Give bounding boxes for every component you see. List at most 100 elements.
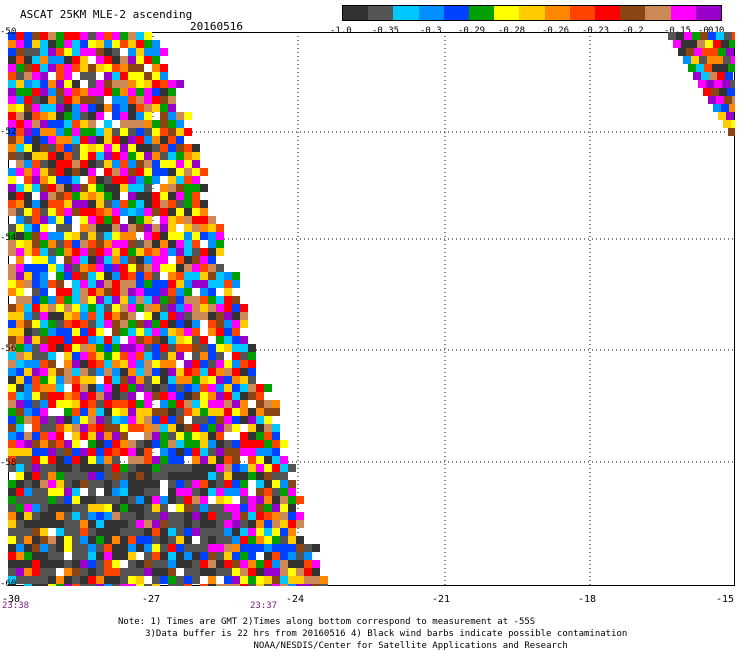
swath-pixel [232,560,240,568]
swath-pixel [136,528,144,536]
swath-pixel [80,384,88,392]
swath-pixel [724,96,732,104]
swath-pixel [264,536,272,544]
swath-pixel [80,96,88,104]
swath-pixel [16,152,24,160]
swath-pixel [64,408,72,416]
swath-pixel [24,48,32,56]
swath-pixel [40,328,48,336]
swath-pixel [80,296,88,304]
swath-pixel [240,496,248,504]
swath-pixel [72,336,80,344]
swath-pixel [208,296,216,304]
swath-pixel [24,232,32,240]
swath-pixel [144,488,152,496]
swath-pixel [80,224,88,232]
swath-pixel [176,112,184,120]
swath-pixel [32,424,40,432]
swath-pixel [715,56,723,64]
swath-pixel [48,512,56,520]
swath-pixel [88,280,96,288]
swath-pixel [208,256,216,264]
swath-pixel [128,120,136,128]
swath-pixel [184,224,192,232]
swath-pixel [40,544,48,552]
map-date: 20160516 [190,20,243,33]
swath-pixel [40,376,48,384]
swath-pixel [112,464,120,472]
swath-pixel [112,424,120,432]
swath-pixel [216,352,224,360]
swath-pixel [248,496,256,504]
swath-pixel [128,88,136,96]
swath-pixel [8,88,16,96]
swath-pixel [16,216,24,224]
swath-pixel [112,232,120,240]
swath-pixel [24,56,32,64]
swath-pixel [144,272,152,280]
swath-pixel [8,440,16,448]
swath-pixel [72,352,80,360]
swath-pixel [24,96,32,104]
swath-pixel [232,480,240,488]
swath-pixel [104,392,112,400]
swath-pixel [184,312,192,320]
swath-pixel [152,304,160,312]
swath-pixel [256,416,264,424]
swath-pixel [152,536,160,544]
swath-pixel [264,464,272,472]
swath-pixel [240,432,248,440]
swath-pixel [136,376,144,384]
swath-pixel [176,320,184,328]
swath-pixel [96,232,104,240]
swath-pixel [8,512,16,520]
swath-pixel [128,272,136,280]
swath-pixel [731,56,735,64]
swath-pixel [184,264,192,272]
swath-pixel [72,360,80,368]
swath-pixel [56,384,64,392]
swath-pixel [184,424,192,432]
swath-pixel [8,232,16,240]
swath-pixel [112,504,120,512]
swath-pixel [128,160,136,168]
swath-pixel [168,528,176,536]
swath-pixel [128,256,136,264]
swath-pixel [136,104,144,112]
swath-pixel [208,408,216,416]
swath-pixel [160,48,168,56]
swath-pixel [56,104,64,112]
swath-pixel [224,568,232,576]
legend-swatch [519,6,545,20]
swath-pixel [128,336,136,344]
swath-pixel [192,576,200,584]
swath-pixel [192,392,200,400]
swath-pixel [32,360,40,368]
swath-pixel [160,360,168,368]
swath-pixel [16,392,24,400]
swath-pixel [112,112,120,120]
swath-pixel [88,168,96,176]
swath-pixel [296,536,304,544]
swath-pixel [80,336,88,344]
swath-pixel [176,168,184,176]
swath-pixel [24,112,32,120]
swath-pixel [152,544,160,552]
swath-pixel [24,80,32,88]
swath-pixel [689,40,697,48]
swath-pixel [152,464,160,472]
swath-pixel [112,520,120,528]
swath-pixel [112,192,120,200]
swath-pixel [24,552,32,560]
legend-swatch [443,6,470,20]
swath-pixel [104,360,112,368]
swath-pixel [56,296,64,304]
swath-pixel [104,192,112,200]
swath-pixel [88,240,96,248]
swath-pixel [176,528,184,536]
swath-pixel [72,304,80,312]
swath-pixel [16,64,24,72]
swath-pixel [112,136,120,144]
swath-pixel [120,248,128,256]
swath-pixel [88,112,96,120]
